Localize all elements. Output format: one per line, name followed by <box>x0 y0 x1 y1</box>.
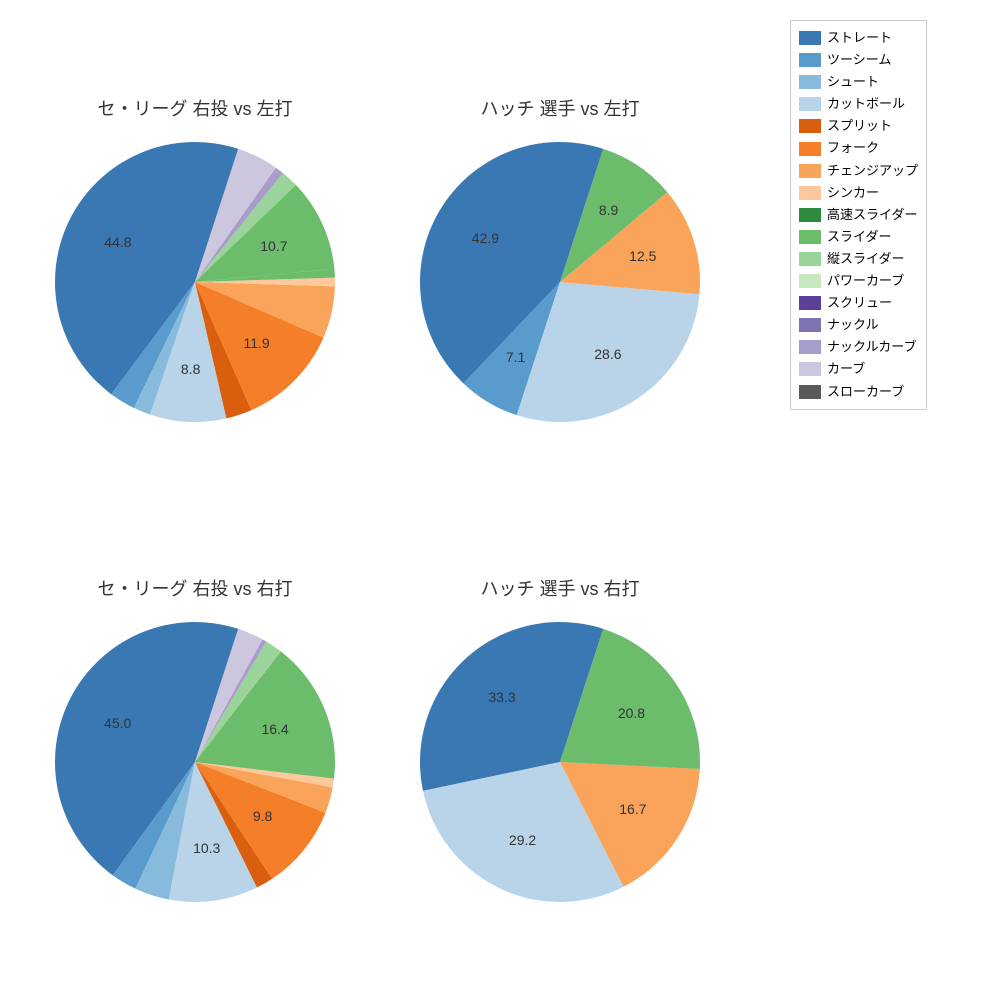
legend-item: スプリット <box>799 115 918 137</box>
pie-slice-label: 16.4 <box>261 721 288 737</box>
legend-label: ナックルカーブ <box>827 336 916 358</box>
legend-swatch <box>799 385 821 399</box>
legend-swatch <box>799 97 821 111</box>
legend-label: 縦スライダー <box>827 248 904 270</box>
legend-item: ナックルカーブ <box>799 336 918 358</box>
chart-title: セ・リーグ 右投 vs 左打 <box>45 95 345 121</box>
legend-label: 高速スライダー <box>827 204 917 226</box>
legend-label: スライダー <box>827 226 891 248</box>
legend-swatch <box>799 318 821 332</box>
legend-item: チェンジアップ <box>799 160 918 182</box>
pie-slice-label: 28.6 <box>594 346 621 362</box>
legend-item: ナックル <box>799 314 918 336</box>
legend-item: スローカーブ <box>799 381 918 403</box>
pie-slice-label: 44.8 <box>104 234 131 250</box>
legend-item: パワーカーブ <box>799 270 918 292</box>
legend-label: カーブ <box>827 358 865 380</box>
pie-chart <box>420 142 700 422</box>
pie-slice-label: 9.8 <box>253 808 272 824</box>
legend-swatch <box>799 31 821 45</box>
pie-chart <box>420 622 700 902</box>
legend-swatch <box>799 340 821 354</box>
legend-swatch <box>799 208 821 222</box>
pie-slice-label: 42.9 <box>472 230 499 246</box>
legend-item: フォーク <box>799 137 918 159</box>
pie-slice-label: 12.5 <box>629 248 656 264</box>
pie-slice-label: 29.2 <box>509 832 536 848</box>
legend-item: シンカー <box>799 182 918 204</box>
legend-swatch <box>799 274 821 288</box>
legend-label: シンカー <box>827 182 879 204</box>
pie-slice-label: 8.9 <box>599 202 618 218</box>
legend-swatch <box>799 252 821 266</box>
legend-item: スライダー <box>799 226 918 248</box>
legend-swatch <box>799 142 821 156</box>
chart-title: セ・リーグ 右投 vs 右打 <box>45 575 345 601</box>
legend-item: ストレート <box>799 27 918 49</box>
legend: ストレートツーシームシュートカットボールスプリットフォークチェンジアップシンカー… <box>790 20 927 410</box>
pie-slice-label: 45.0 <box>104 715 131 731</box>
legend-swatch <box>799 75 821 89</box>
pie-chart <box>55 622 335 902</box>
legend-label: チェンジアップ <box>827 160 918 182</box>
legend-item: シュート <box>799 71 918 93</box>
legend-label: スプリット <box>827 115 892 137</box>
legend-label: シュート <box>827 71 879 93</box>
legend-item: ツーシーム <box>799 49 918 71</box>
legend-label: カットボール <box>827 93 905 115</box>
pie-slice-label: 8.8 <box>181 361 200 377</box>
pie-slice-label: 10.3 <box>193 840 220 856</box>
pie-slice-label: 20.8 <box>618 705 645 721</box>
legend-swatch <box>799 362 821 376</box>
pie-slice-label: 7.1 <box>506 349 525 365</box>
legend-label: スローカーブ <box>827 381 904 403</box>
pie-slice-label: 16.7 <box>619 801 646 817</box>
legend-swatch <box>799 164 821 178</box>
legend-item: 縦スライダー <box>799 248 918 270</box>
legend-swatch <box>799 53 821 67</box>
legend-item: カーブ <box>799 358 918 380</box>
pie-chart <box>55 142 335 422</box>
legend-swatch <box>799 186 821 200</box>
pie-slice-label: 10.7 <box>260 238 287 254</box>
legend-item: 高速スライダー <box>799 204 918 226</box>
legend-label: パワーカーブ <box>827 270 904 292</box>
pie-slice-label: 33.3 <box>488 689 515 705</box>
chart-title: ハッチ 選手 vs 左打 <box>410 95 710 121</box>
legend-swatch <box>799 296 821 310</box>
legend-label: フォーク <box>827 137 879 159</box>
legend-swatch <box>799 230 821 244</box>
legend-label: ナックル <box>827 314 879 336</box>
legend-label: スクリュー <box>827 292 892 314</box>
legend-label: ストレート <box>827 27 892 49</box>
legend-item: スクリュー <box>799 292 918 314</box>
legend-label: ツーシーム <box>827 49 891 71</box>
chart-title: ハッチ 選手 vs 右打 <box>410 575 710 601</box>
legend-swatch <box>799 119 821 133</box>
legend-item: カットボール <box>799 93 918 115</box>
pie-slice-label: 11.9 <box>243 335 269 351</box>
